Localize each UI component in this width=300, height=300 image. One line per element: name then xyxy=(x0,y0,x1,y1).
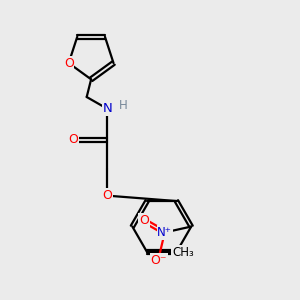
Text: N: N xyxy=(102,102,112,115)
Text: O: O xyxy=(139,214,149,227)
Text: O: O xyxy=(102,189,112,202)
Text: CH₃: CH₃ xyxy=(172,246,194,259)
Text: O: O xyxy=(68,133,78,146)
Text: N: N xyxy=(172,246,182,259)
Text: N⁺: N⁺ xyxy=(157,226,172,239)
Text: O⁻: O⁻ xyxy=(151,254,167,267)
Text: O: O xyxy=(64,57,74,70)
Text: H: H xyxy=(119,99,128,112)
